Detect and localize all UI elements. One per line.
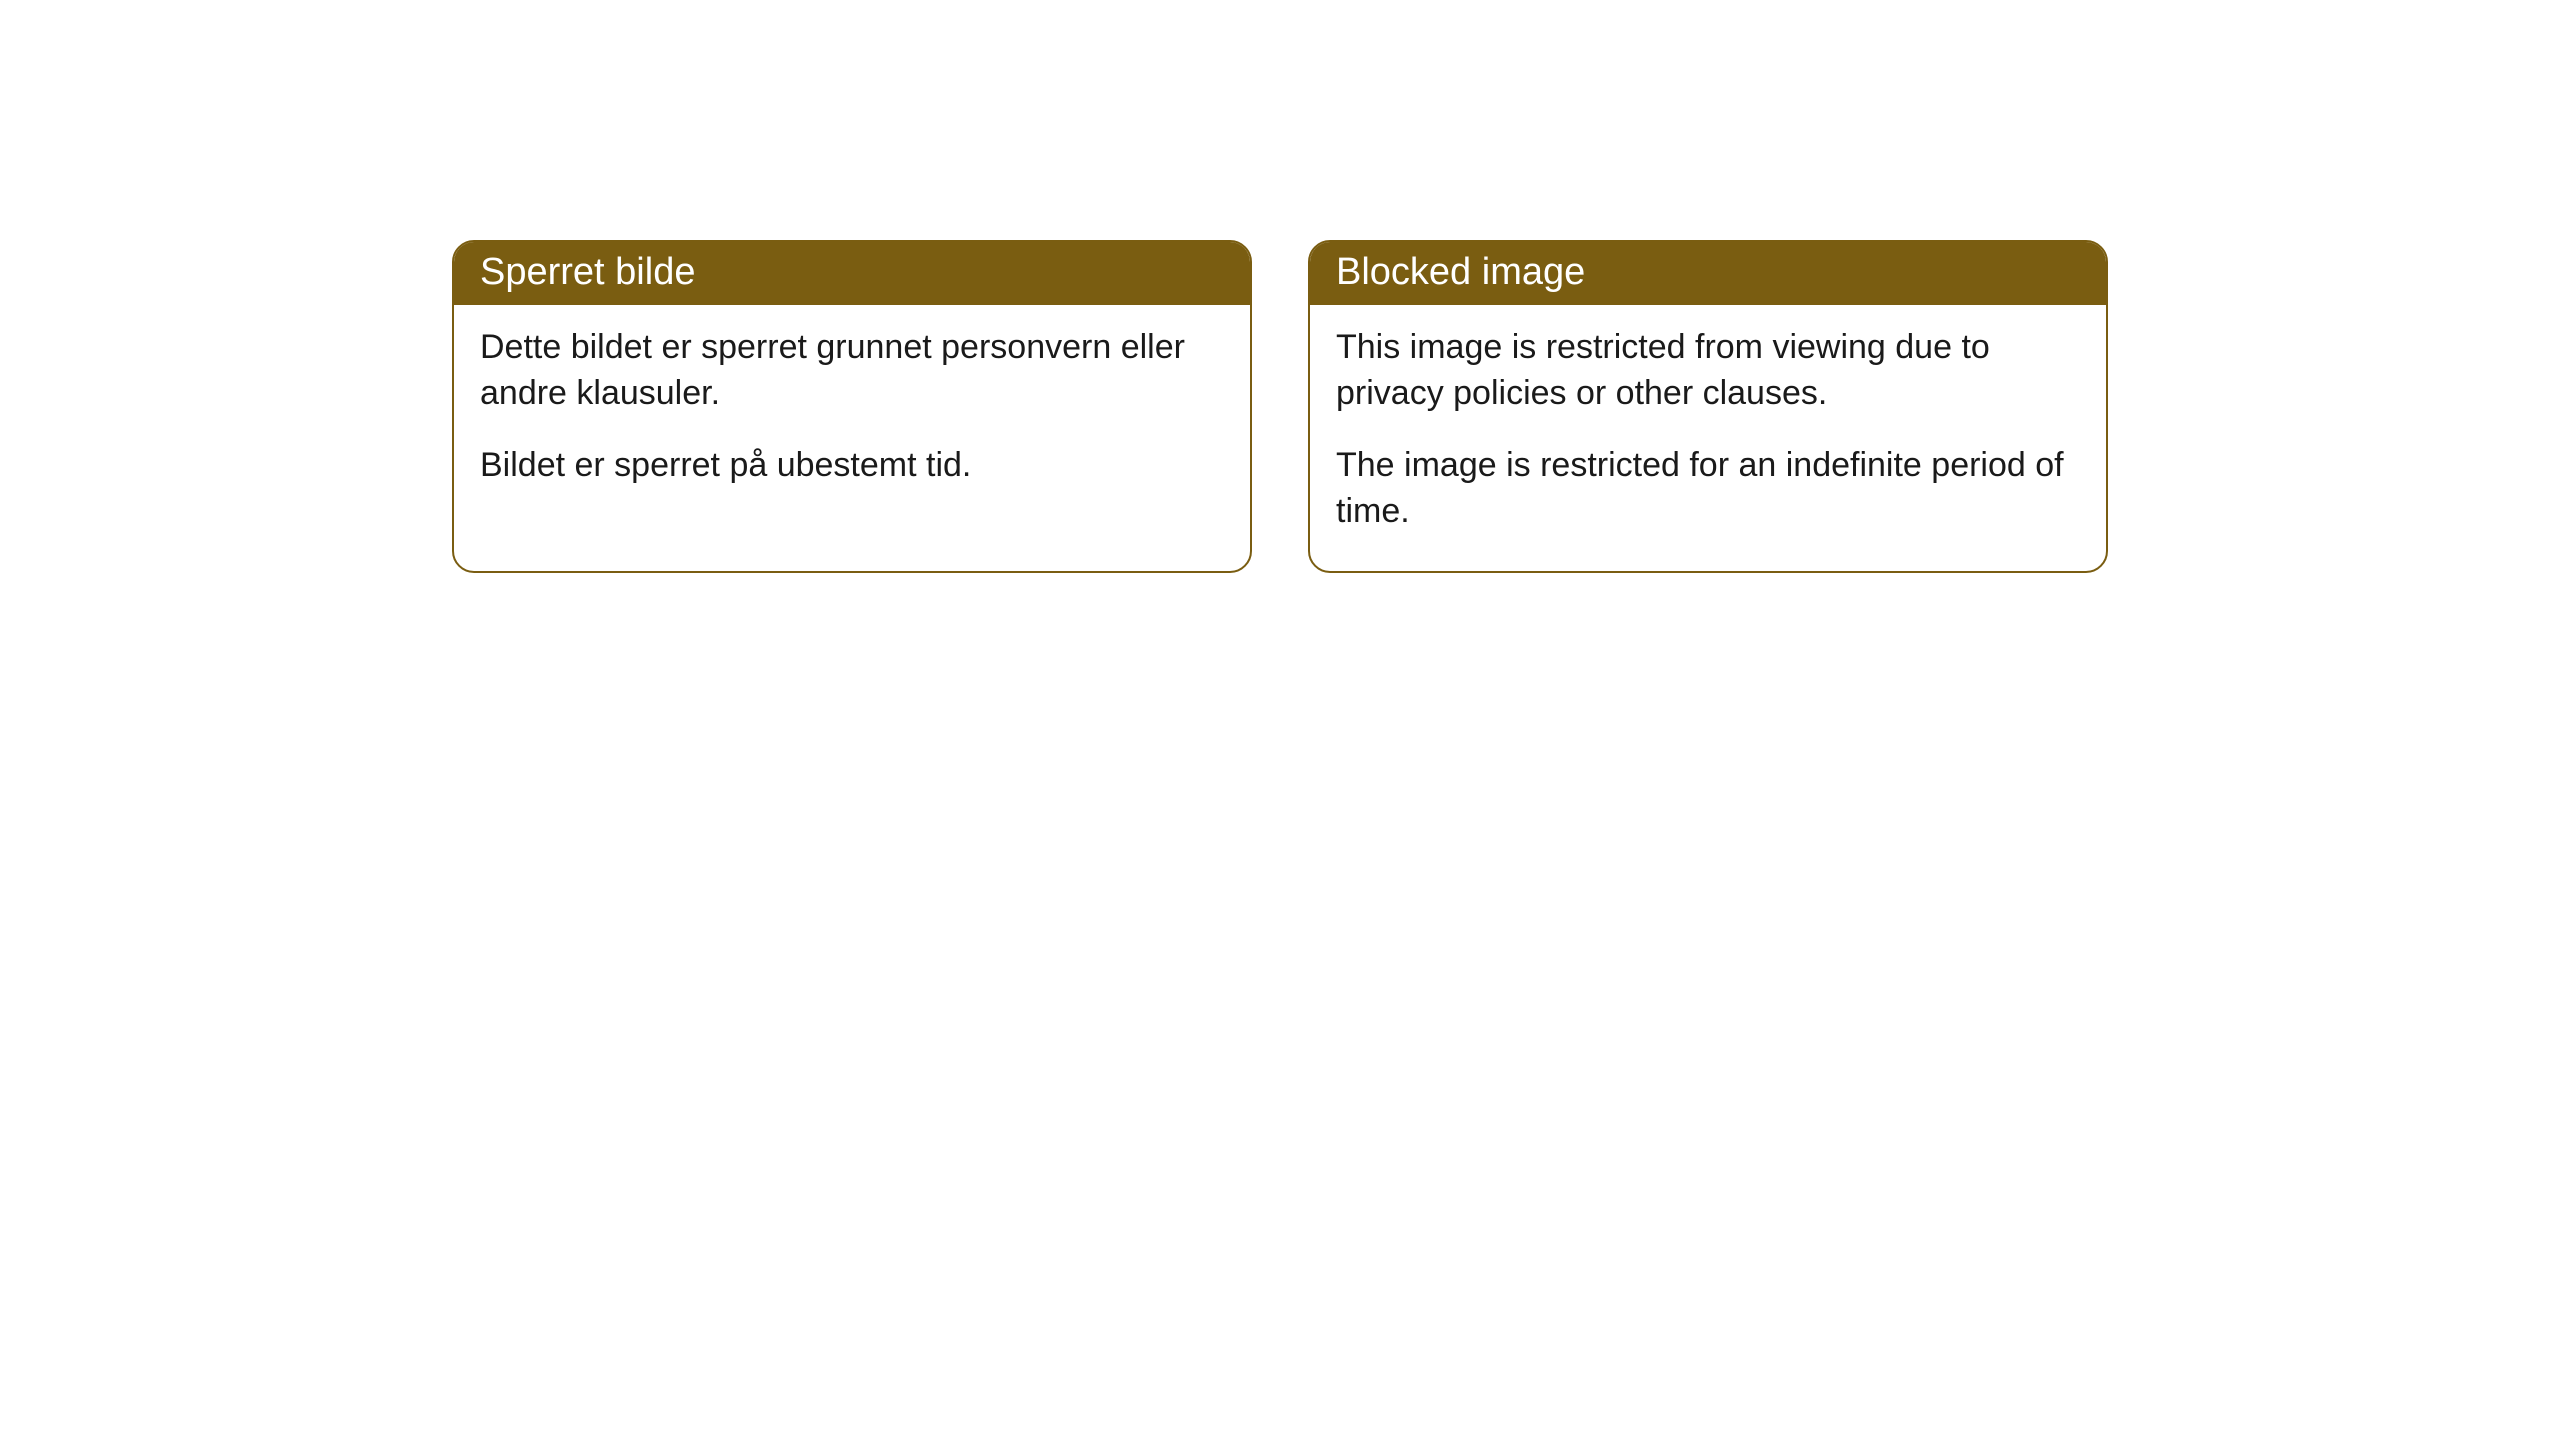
card-header-english: Blocked image xyxy=(1310,242,2106,305)
card-header-norwegian: Sperret bilde xyxy=(454,242,1250,305)
card-norwegian: Sperret bilde Dette bildet er sperret gr… xyxy=(452,240,1252,573)
card-body-english: This image is restricted from viewing du… xyxy=(1310,305,2106,571)
card-paragraph-1: Dette bildet er sperret grunnet personve… xyxy=(480,325,1224,417)
card-paragraph-1: This image is restricted from viewing du… xyxy=(1336,325,2080,417)
cards-container: Sperret bilde Dette bildet er sperret gr… xyxy=(0,240,2560,573)
card-english: Blocked image This image is restricted f… xyxy=(1308,240,2108,573)
card-paragraph-2: Bildet er sperret på ubestemt tid. xyxy=(480,443,1224,489)
card-paragraph-2: The image is restricted for an indefinit… xyxy=(1336,443,2080,535)
card-body-norwegian: Dette bildet er sperret grunnet personve… xyxy=(454,305,1250,525)
